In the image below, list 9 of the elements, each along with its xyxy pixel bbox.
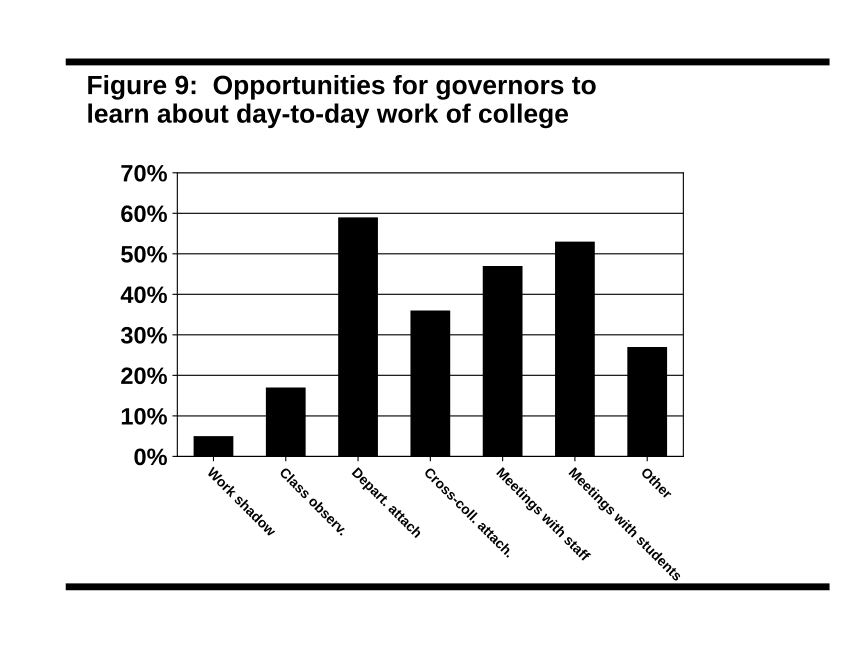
y-tick-label: 0% — [134, 448, 167, 466]
y-tick-label: 20% — [121, 367, 167, 384]
y-tick-label: 30% — [120, 326, 167, 344]
chart-title: Figure 9: Opportunities for governors to learn about day-to-day work of college — [88, 74, 596, 128]
y-tick-label: 10% — [122, 408, 167, 425]
y-tick-label: 50% — [121, 246, 167, 263]
y-tick-label: 40% — [120, 286, 167, 304]
y-tick-label: 60% — [121, 205, 167, 222]
y-tick-label: 70% — [121, 164, 167, 182]
